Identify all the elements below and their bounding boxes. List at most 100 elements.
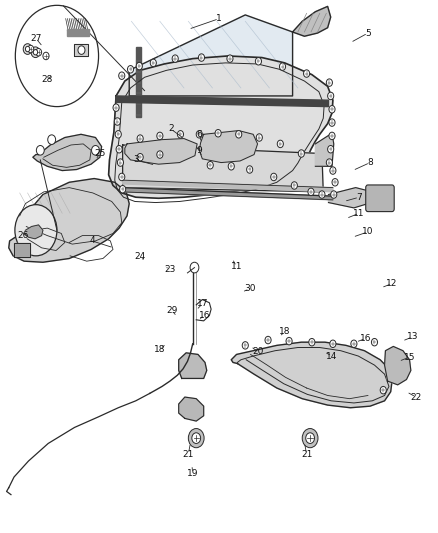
Circle shape [127,66,134,73]
Text: 11: 11 [353,209,365,217]
Text: 20: 20 [253,348,264,356]
Polygon shape [33,134,102,171]
Circle shape [36,146,44,155]
Polygon shape [199,131,258,163]
Text: 24: 24 [134,253,146,261]
Circle shape [157,132,163,140]
Polygon shape [125,139,197,164]
Circle shape [326,159,332,166]
Circle shape [227,55,233,62]
Polygon shape [74,44,88,56]
Circle shape [331,191,337,198]
Circle shape [48,135,56,144]
Circle shape [196,131,202,138]
Text: 17: 17 [197,300,208,308]
Circle shape [15,205,57,256]
Circle shape [279,63,286,70]
Text: 8: 8 [367,158,373,167]
Circle shape [332,179,338,186]
Text: 18: 18 [279,327,290,336]
Text: 12: 12 [386,279,398,288]
Polygon shape [129,15,293,96]
Circle shape [33,50,38,55]
Circle shape [265,336,271,344]
Circle shape [137,154,143,161]
Polygon shape [315,133,334,166]
Text: 15: 15 [404,353,415,361]
Circle shape [256,134,262,141]
Polygon shape [293,6,331,36]
Text: 16: 16 [199,311,211,320]
Circle shape [330,167,336,174]
Text: 30: 30 [244,285,255,293]
Circle shape [172,55,178,62]
Circle shape [286,337,292,345]
Circle shape [15,5,99,107]
Text: 3: 3 [133,156,139,164]
Circle shape [329,106,335,113]
Text: 4: 4 [89,237,95,245]
Circle shape [115,131,121,138]
Text: 13: 13 [407,333,418,341]
Circle shape [319,191,325,198]
Text: 28: 28 [42,76,53,84]
Circle shape [188,429,204,448]
Circle shape [298,150,304,157]
Circle shape [255,58,261,65]
Polygon shape [109,56,333,198]
Polygon shape [123,188,333,200]
Polygon shape [179,353,207,378]
Circle shape [78,46,85,54]
Circle shape [31,47,40,58]
Text: 7: 7 [356,193,362,201]
Text: 1: 1 [216,14,222,23]
Circle shape [114,118,120,125]
Text: 25: 25 [94,149,106,158]
Text: 5: 5 [365,29,371,37]
Text: 10: 10 [362,228,374,236]
Polygon shape [24,225,43,239]
Text: 26: 26 [17,231,28,240]
Polygon shape [116,96,328,107]
Circle shape [371,338,378,346]
Text: 14: 14 [326,352,338,360]
Polygon shape [67,29,89,36]
Text: 6: 6 [196,130,202,139]
Polygon shape [385,346,411,385]
Polygon shape [136,47,141,117]
Circle shape [329,132,335,140]
Text: 27: 27 [30,34,42,43]
Circle shape [35,49,42,56]
Text: 11: 11 [231,262,242,271]
Circle shape [25,46,30,52]
Text: 22: 22 [410,393,422,401]
Circle shape [351,340,357,348]
Circle shape [177,131,184,138]
Text: 21: 21 [301,450,312,458]
Circle shape [328,146,334,153]
Circle shape [277,140,283,148]
Text: 29: 29 [166,306,177,314]
Text: 2: 2 [168,125,173,133]
Text: 21: 21 [183,450,194,458]
Circle shape [228,163,234,170]
Circle shape [242,342,248,349]
Circle shape [380,386,386,394]
Circle shape [23,44,32,54]
Circle shape [330,340,336,348]
Polygon shape [123,180,333,192]
Text: 9: 9 [196,146,202,155]
Circle shape [304,70,310,77]
Circle shape [326,79,332,86]
Circle shape [120,185,126,193]
Circle shape [119,72,125,79]
Circle shape [329,119,335,126]
Circle shape [247,166,253,173]
Circle shape [215,130,221,137]
Circle shape [236,131,242,138]
Text: 16: 16 [360,334,371,343]
Circle shape [309,338,315,346]
Circle shape [28,45,34,53]
Polygon shape [9,179,129,262]
FancyBboxPatch shape [366,185,394,212]
